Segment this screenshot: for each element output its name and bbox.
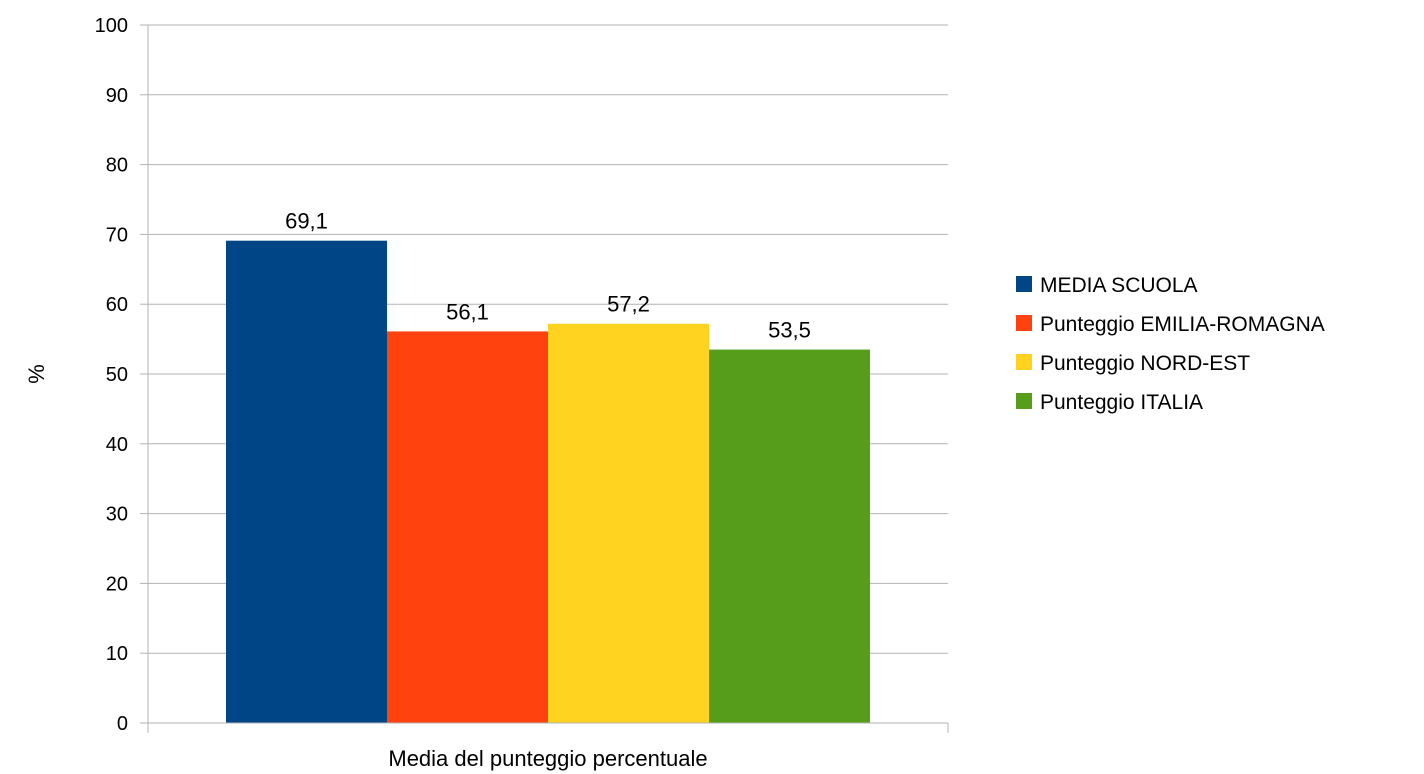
bar-value-label: 57,2 (607, 292, 650, 317)
axes (140, 24, 949, 733)
legend-item: Punteggio NORD-EST (1016, 352, 1250, 375)
data-labels: 69,1 56,1 57,2 53,5 (285, 209, 811, 343)
bar-value-label: 53,5 (768, 318, 811, 343)
legend-swatch (1016, 315, 1032, 331)
legend-label: Punteggio NORD-EST (1040, 352, 1250, 375)
y-tick-label: 0 (117, 713, 128, 735)
y-tick-label: 50 (106, 364, 128, 386)
legend-label: MEDIA SCUOLA (1040, 274, 1198, 297)
bar-media-scuola (226, 240, 387, 723)
y-tick-label: 70 (106, 224, 128, 246)
x-axis-label: Media del punteggio percentuale (388, 746, 707, 771)
y-tick-label: 20 (106, 573, 128, 595)
legend-label: Punteggio ITALIA (1040, 391, 1203, 414)
y-tick-label: 30 (106, 504, 128, 526)
bars (226, 240, 870, 723)
legend-item: MEDIA SCUOLA (1016, 274, 1198, 297)
legend-swatch (1016, 354, 1032, 370)
y-tick-label: 10 (106, 643, 128, 665)
y-tick-label: 80 (106, 155, 128, 177)
legend-item: Punteggio EMILIA-ROMAGNA (1016, 313, 1325, 336)
bar-value-label: 56,1 (446, 299, 489, 324)
y-tick-label: 90 (106, 85, 128, 107)
bar-punteggio-nord-est (548, 323, 709, 723)
legend-label: Punteggio EMILIA-ROMAGNA (1040, 313, 1325, 336)
bar-value-label: 69,1 (285, 209, 328, 234)
bar-punteggio-emilia-romagna (387, 331, 548, 723)
y-tick-label: 60 (106, 294, 128, 316)
legend-swatch (1016, 393, 1032, 409)
bar-punteggio-italia (709, 349, 870, 723)
legend: MEDIA SCUOLA Punteggio EMILIA-ROMAGNA Punt… (1016, 274, 1325, 414)
legend-swatch (1016, 276, 1032, 292)
y-tick-label: 100 (95, 15, 128, 37)
y-tick-label: 40 (106, 434, 128, 456)
y-axis-label: % (24, 364, 49, 384)
legend-item: Punteggio ITALIA (1016, 391, 1203, 414)
y-tick-labels: 0 10 20 30 40 50 60 70 80 90 100 (95, 15, 128, 735)
